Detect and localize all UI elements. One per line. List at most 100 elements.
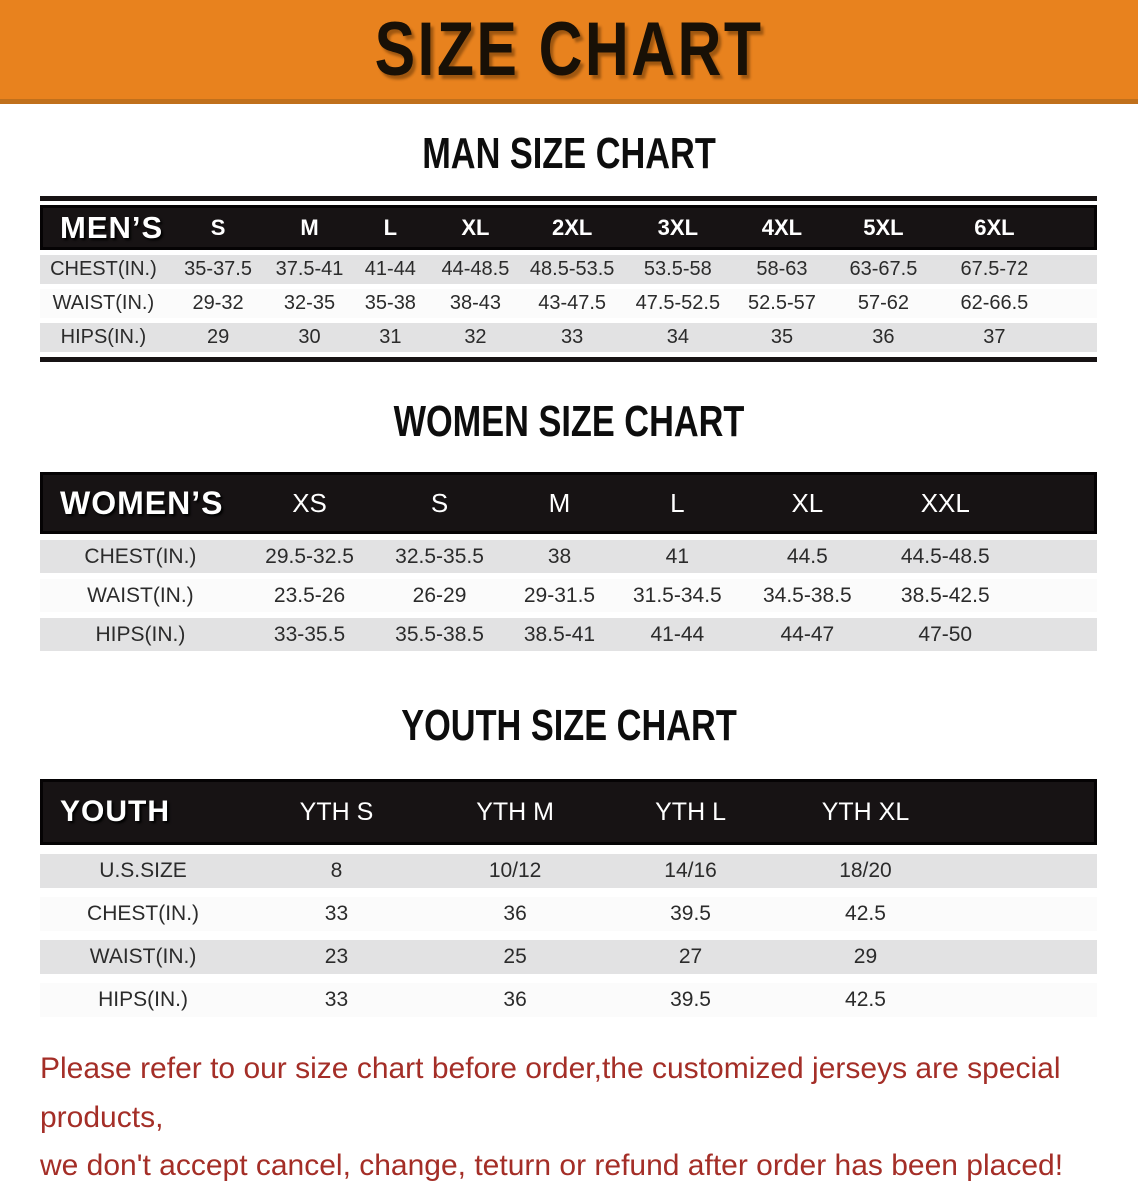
measure-row-label: CHEST(IN.)	[87, 902, 200, 925]
measure-value: 39.5	[670, 988, 711, 1011]
measure-row-label: CHEST(IN.)	[84, 544, 197, 568]
measure-row: WAIST(IN.) 29-32 32-35 35-38 38-43 43-47.5 47.…	[40, 289, 1097, 318]
size-table-label: MEN’S	[60, 209, 164, 245]
measure-value: 35-37.5	[184, 258, 252, 280]
size-column-header: XL	[461, 214, 490, 240]
measure-value: 27	[678, 945, 703, 968]
youth-section-heading: YOUTH SIZE CHART	[401, 701, 737, 750]
measure-value: 41	[665, 544, 690, 568]
measure-value: 31.5-34.5	[632, 583, 722, 607]
measure-value: 33-35.5	[273, 622, 346, 646]
measure-value: 25	[503, 945, 527, 968]
measure-value: 29.5-32.5	[265, 544, 354, 568]
measure-value: 37	[983, 326, 1006, 348]
measure-row: CHEST(IN.) 35-37.5 37.5-41 41-44 44-48.5 48.5…	[40, 255, 1097, 284]
size-column-header: 4XL	[761, 214, 803, 240]
size-column-header: 6XL	[974, 214, 1015, 240]
measure-value: 29-32	[192, 292, 244, 314]
men-size-table: MEN’S S M L XL 2XL 3XL 4XL 5XL 6XL CHEST(IN.) 35-37…	[40, 205, 1097, 352]
measure-value: 33	[324, 988, 349, 1011]
measure-value: 39.5	[670, 902, 711, 925]
measure-value: 35	[770, 326, 794, 348]
size-column-header: L	[670, 487, 685, 518]
measure-value: 14/16	[664, 859, 717, 882]
measure-value: 48.5-53.5	[529, 258, 615, 280]
size-column-header: L	[383, 214, 398, 240]
men-table-bottom-border	[40, 357, 1097, 362]
measure-value: 29	[206, 326, 230, 348]
women-size-table: WOMEN’S XS S M L XL XXL CHEST(IN.) 29.5-32.5 32.5…	[40, 472, 1097, 651]
size-column-header: 2XL	[551, 214, 593, 240]
measure-value: 29-31.5	[523, 583, 596, 607]
measure-value: 35-38	[364, 292, 416, 314]
measure-value: 23.5-26	[273, 583, 346, 607]
measure-value: 47.5-52.5	[635, 292, 721, 314]
measure-value: 36	[503, 988, 527, 1011]
measure-row: HIPS(IN.) 33-35.5 35.5-38.5 38.5-41 41-44 44-…	[40, 618, 1097, 651]
size-column-header: YTH S	[299, 797, 374, 826]
measure-row: WAIST(IN.) 23 25 27 29	[40, 940, 1097, 974]
measure-value: 38.5-42.5	[900, 583, 990, 607]
measure-value: 44-47	[780, 622, 835, 646]
youth-size-table: YOUTH YTH S YTH M YTH L YTH XL U.S.SIZE 8 10/12…	[40, 779, 1097, 1017]
measure-row: U.S.SIZE 8 10/12 14/16 18/20	[40, 854, 1097, 888]
measure-value: 31	[379, 326, 402, 348]
disclaimer: Please refer to our size chart before or…	[40, 1045, 1118, 1191]
size-table-label: WOMEN’S	[60, 484, 224, 521]
measure-value: 37.5-41	[275, 258, 344, 280]
size-column-header: XL	[791, 487, 824, 518]
measure-value: 67.5-72	[960, 258, 1029, 280]
measure-value: 38.5-41	[523, 622, 596, 646]
measure-row-label: WAIST(IN.)	[52, 292, 155, 314]
table-header-row: MEN’S S M L XL 2XL 3XL 4XL 5XL 6XL	[40, 205, 1097, 250]
measure-value: 34	[666, 326, 689, 348]
measure-row-label: WAIST(IN.)	[89, 945, 197, 968]
size-column-header: S	[210, 214, 226, 240]
measure-value: 23	[324, 945, 349, 968]
measure-row-label: HIPS(IN.)	[98, 988, 188, 1011]
measure-row: WAIST(IN.) 23.5-26 26-29 29-31.5 31.5-34.5 34…	[40, 579, 1097, 612]
measure-value: 10/12	[488, 859, 542, 882]
measure-row-label: CHEST(IN.)	[50, 258, 157, 280]
measure-row: CHEST(IN.) 33 36 39.5 42.5	[40, 897, 1097, 931]
size-column-header: M	[548, 487, 571, 518]
measure-row-label: HIPS(IN.)	[95, 622, 186, 646]
disclaimer-line-2: we don't accept cancel, change, teturn o…	[40, 1149, 1064, 1183]
measure-value: 8	[330, 859, 343, 882]
table-header-row: WOMEN’S XS S M L XL XXL	[40, 472, 1097, 534]
measure-value: 47-50	[918, 622, 973, 646]
disclaimer-line-1: Please refer to our size chart before or…	[40, 1052, 1061, 1134]
table-header-row: YOUTH YTH S YTH M YTH L YTH XL	[40, 779, 1097, 845]
measure-value: 42.5	[845, 988, 886, 1011]
measure-value: 36	[503, 902, 527, 925]
measure-value: 38	[547, 544, 572, 568]
measure-value: 29	[853, 945, 878, 968]
measure-value: 41-44	[364, 258, 416, 280]
men-table-top-border	[40, 196, 1097, 201]
size-table-label: YOUTH	[60, 795, 170, 828]
measure-value: 57-62	[857, 292, 909, 314]
men-section-heading: MAN SIZE CHART	[422, 129, 716, 178]
measure-value: 18/20	[839, 859, 892, 882]
size-column-header: XXL	[920, 487, 970, 518]
size-column-header: S	[430, 487, 449, 518]
size-column-header: YTH L	[655, 797, 726, 826]
measure-value: 53.5-58	[643, 258, 712, 280]
size-column-header: M	[300, 214, 319, 240]
measure-value: 32-35	[283, 292, 336, 314]
measure-row: HIPS(IN.) 29 30 31 32 33 34 35 36 37	[40, 323, 1097, 352]
measure-value: 32.5-35.5	[395, 544, 484, 568]
measure-value: 35.5-38.5	[395, 622, 484, 646]
measure-value: 63-67.5	[849, 258, 918, 280]
measure-value: 44-48.5	[441, 258, 510, 280]
measure-value: 43-47.5	[538, 292, 607, 314]
size-column-header: YTH XL	[821, 797, 910, 826]
measure-row: CHEST(IN.) 29.5-32.5 32.5-35.5 38 41 44.5 44.5…	[40, 540, 1097, 573]
measure-value: 44.5	[786, 544, 828, 568]
measure-value: 30	[298, 326, 321, 348]
measure-value: 34.5-38.5	[762, 583, 852, 607]
measure-row-label: U.S.SIZE	[99, 859, 187, 882]
size-column-header: XS	[292, 487, 327, 518]
measure-value: 38-43	[449, 292, 502, 314]
banner-title: SIZE CHART	[374, 7, 764, 92]
